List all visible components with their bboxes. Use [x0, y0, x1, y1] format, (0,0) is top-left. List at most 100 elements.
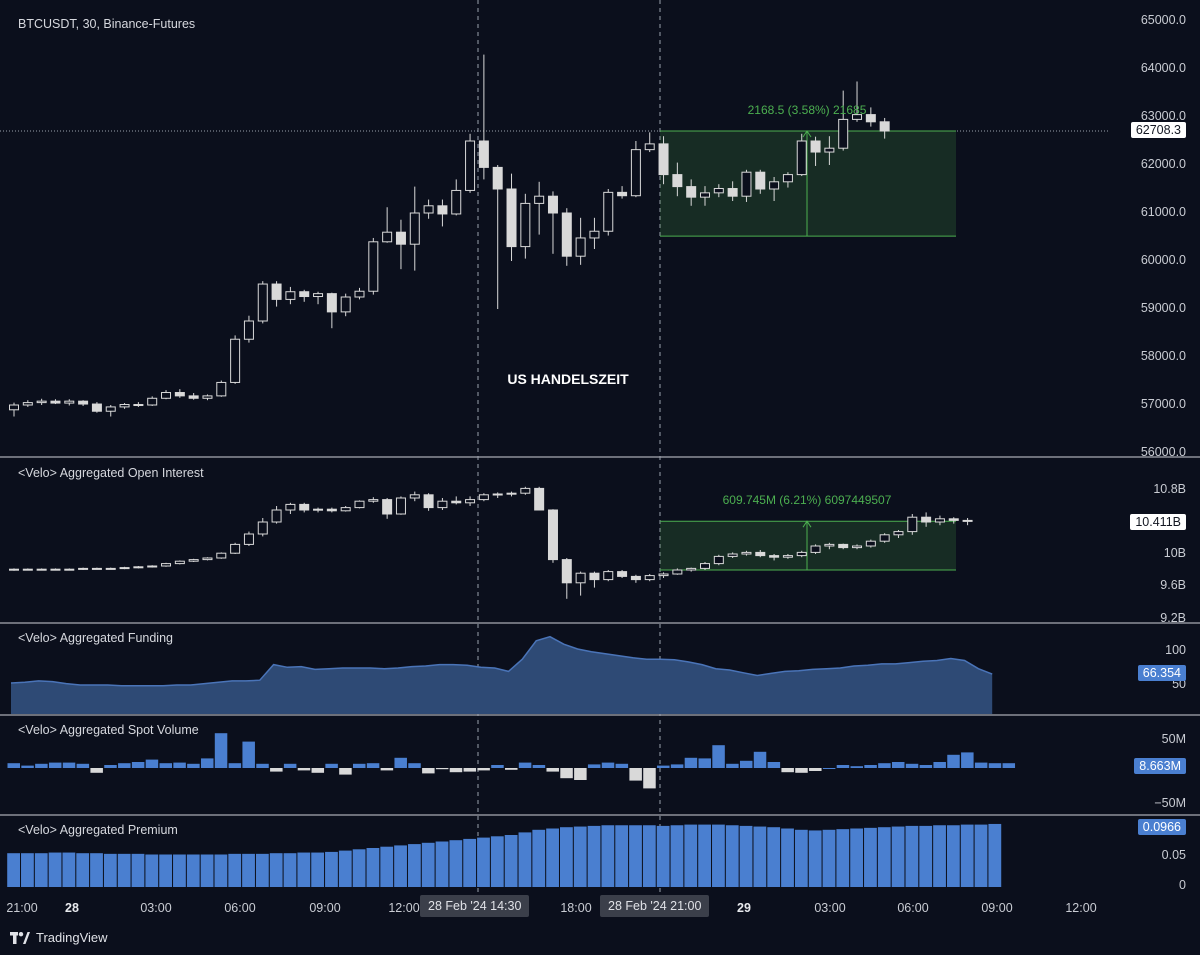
premium-bar: [214, 854, 228, 887]
oi-candle: [934, 518, 945, 523]
premium-bar: [573, 826, 587, 887]
price-candle: [520, 202, 531, 248]
volume-bar: [629, 768, 642, 781]
volume-bar: [491, 765, 504, 768]
price-candle: [782, 174, 793, 183]
tradingview-brand: TradingView: [36, 930, 108, 945]
volume-bar: [850, 766, 864, 768]
premium-bar: [587, 825, 601, 887]
oi-candle: [630, 575, 641, 581]
price-candle: [78, 400, 89, 405]
volume-bar: [35, 763, 48, 768]
oi-candle: [161, 563, 172, 567]
volume-bar: [200, 758, 214, 768]
premium-bar: [34, 853, 48, 887]
volume-bar: [518, 762, 532, 768]
volume-bar: [62, 762, 76, 768]
premium-bar: [228, 853, 242, 887]
premium-bar: [532, 829, 546, 887]
volume-bar: [822, 768, 836, 769]
oi-panel-label[interactable]: <Velo> Aggregated Open Interest: [18, 466, 204, 480]
price-candle: [589, 230, 600, 239]
oi-candle: [907, 516, 918, 533]
oi-candle: [893, 531, 904, 536]
oi-measure-label: 609.745M (6.21%) 6097449507: [722, 493, 892, 507]
premium-bar: [684, 824, 698, 887]
volume-bar: [836, 765, 850, 768]
volume-bar: [574, 768, 587, 780]
premium-bar: [739, 825, 753, 887]
symbol-title[interactable]: BTCUSDT, 30, Binance-Futures: [18, 17, 196, 31]
price-axis-label: 60000.0: [1140, 253, 1186, 267]
oi-candle: [838, 543, 849, 549]
volume-bar: [532, 765, 546, 768]
price-candle: [465, 140, 476, 191]
oi-candle: [713, 555, 724, 565]
premium-bar: [504, 835, 518, 887]
price-candle: [838, 118, 849, 149]
funding-panel-label[interactable]: <Velo> Aggregated Funding: [18, 631, 173, 645]
volume-bar: [283, 763, 297, 768]
price-candle: [64, 400, 75, 404]
premium-bar: [988, 823, 1002, 887]
volume-bar: [463, 768, 477, 772]
oi-candle: [561, 559, 572, 584]
time-axis-label: 09:00: [981, 901, 1013, 915]
oi-candle: [91, 567, 102, 570]
premium-bar: [490, 836, 504, 887]
oi-candle: [547, 509, 558, 561]
premium-bar: [477, 837, 490, 887]
volume-bar: [684, 757, 698, 768]
premium-bar: [905, 825, 919, 887]
volume-bar: [615, 763, 629, 768]
price-candle: [713, 188, 724, 194]
premium-bar: [435, 841, 449, 887]
volume-bar: [477, 768, 490, 771]
oi-candle: [658, 573, 669, 577]
premium-bar: [725, 825, 739, 887]
oi-candle: [50, 568, 61, 571]
volume-bar: [118, 763, 131, 768]
volume-bar: [422, 768, 435, 774]
time-axis-label: 18:00: [560, 901, 592, 915]
volume-bar: [311, 768, 325, 773]
oi-candle: [243, 533, 254, 545]
price-candle: [299, 291, 310, 298]
volume-bar: [947, 754, 960, 768]
oi-candle: [948, 518, 959, 521]
oi-candle: [147, 565, 158, 568]
volume-panel-label[interactable]: <Velo> Aggregated Spot Volume: [18, 723, 199, 737]
volume-bar: [864, 765, 877, 768]
premium-panel-label[interactable]: <Velo> Aggregated Premium: [18, 823, 178, 837]
volume-bar: [698, 758, 711, 768]
price-candle: [534, 195, 545, 204]
premium-bar: [145, 854, 159, 887]
time-axis-label: 03:00: [814, 901, 846, 915]
tradingview-watermark[interactable]: TradingView: [10, 930, 108, 945]
volume-bar: [48, 762, 62, 768]
oi-candle: [672, 569, 683, 575]
premium-bar: [946, 825, 960, 887]
premium-bar: [919, 825, 933, 887]
price-candle: [603, 191, 614, 232]
volume-bar: [325, 763, 338, 768]
price-candle: [368, 241, 379, 292]
volume-bar: [270, 768, 283, 772]
oi-candle: [257, 521, 268, 535]
price-candle: [313, 293, 324, 298]
oi-candle: [202, 557, 213, 561]
oi-candle: [506, 492, 517, 495]
price-candle: [617, 191, 628, 197]
premium-bar: [186, 854, 200, 887]
oi-candle: [230, 543, 241, 554]
premium-bar: [698, 824, 711, 887]
premium-bar: [629, 825, 642, 887]
oi-candle: [271, 509, 282, 523]
volume-bar: [131, 762, 145, 768]
price-candle: [824, 147, 835, 153]
oi-candle: [451, 500, 462, 504]
volume-bar: [878, 763, 891, 768]
volume-bar: [7, 763, 20, 768]
premium-bar: [877, 827, 891, 887]
